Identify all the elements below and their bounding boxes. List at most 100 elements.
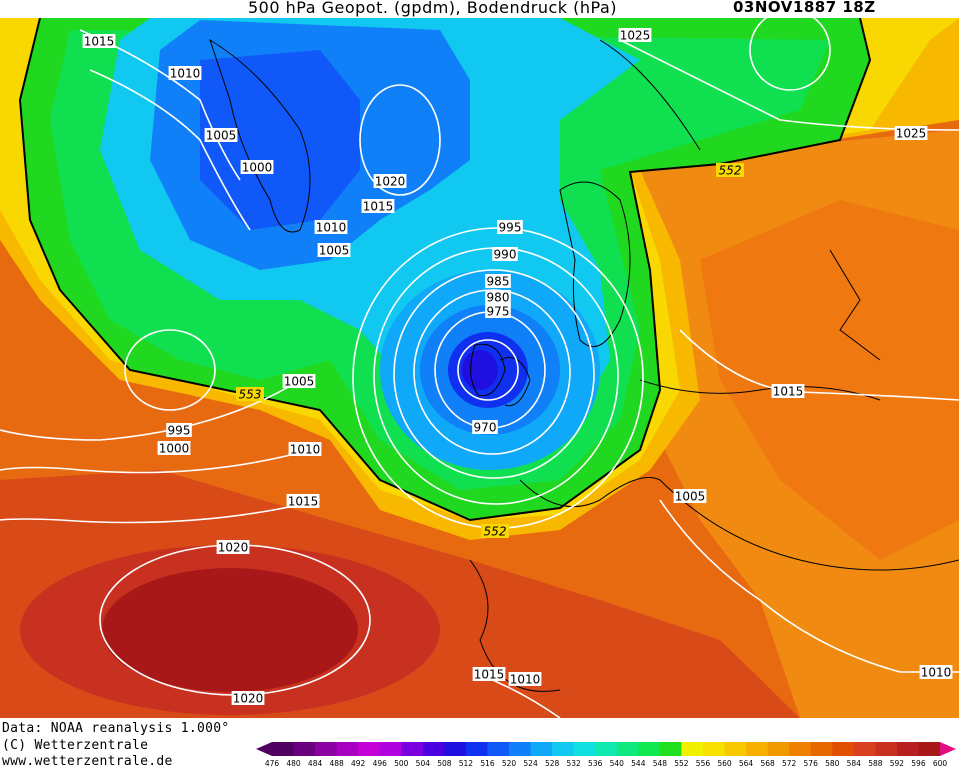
legend-swatch bbox=[465, 742, 488, 756]
svg-text:1015: 1015 bbox=[363, 200, 394, 214]
legend-swatch bbox=[401, 742, 424, 756]
isobar-label: 1015 bbox=[82, 34, 116, 49]
copyright-text: (C) Wetterzentrale bbox=[2, 738, 149, 753]
isobar-label: 995 bbox=[166, 423, 192, 438]
svg-text:1000: 1000 bbox=[159, 442, 190, 456]
legend-tick-label: 536 bbox=[588, 759, 603, 768]
legend-tick-label: 484 bbox=[308, 759, 323, 768]
legend-tick-label: 508 bbox=[437, 759, 452, 768]
legend-tick-label: 500 bbox=[394, 759, 409, 768]
legend-swatch bbox=[315, 742, 338, 756]
weather-map: 1015 1010 1005 1000 1020 1015 1010 1005 1025 1025… bbox=[0, 18, 959, 718]
legend-tick-label: 492 bbox=[351, 759, 366, 768]
svg-text:1025: 1025 bbox=[620, 29, 651, 43]
svg-text:1000: 1000 bbox=[242, 161, 273, 175]
isobar-label: 1015 bbox=[771, 384, 805, 399]
svg-text:1015: 1015 bbox=[84, 35, 115, 49]
svg-text:1020: 1020 bbox=[233, 692, 264, 706]
legend-swatch bbox=[595, 742, 618, 756]
data-source-text: Data: NOAA reanalysis 1.000° bbox=[2, 721, 230, 736]
legend-tick-label: 588 bbox=[868, 759, 883, 768]
legend-swatch bbox=[509, 742, 532, 756]
svg-text:985: 985 bbox=[487, 275, 510, 289]
isobar-label: 1010 bbox=[314, 220, 348, 235]
legend-swatch bbox=[573, 742, 596, 756]
isobar-label: 1005 bbox=[282, 374, 316, 389]
legend-swatch bbox=[681, 742, 704, 756]
isobar-label: 980 bbox=[485, 290, 511, 305]
isobar-label: 1025 bbox=[894, 126, 928, 141]
svg-text:1010: 1010 bbox=[316, 221, 347, 235]
legend-tick-label: 576 bbox=[804, 759, 819, 768]
svg-text:1005: 1005 bbox=[284, 375, 315, 389]
isobar-label: 1020 bbox=[373, 174, 407, 189]
legend-swatch bbox=[659, 742, 682, 756]
isobar-label: 1000 bbox=[240, 160, 274, 175]
legend-tick-label: 592 bbox=[890, 759, 905, 768]
svg-text:980: 980 bbox=[487, 291, 510, 305]
legend-tick-label: 556 bbox=[696, 759, 711, 768]
legend-swatch bbox=[336, 742, 359, 756]
isobar-label: 1020 bbox=[231, 691, 265, 706]
isobar-label: 995 bbox=[497, 220, 523, 235]
svg-text:552: 552 bbox=[484, 525, 507, 539]
legend-swatch bbox=[789, 742, 812, 756]
legend-swatch bbox=[875, 742, 898, 756]
legend-swatch bbox=[444, 742, 467, 756]
svg-text:975: 975 bbox=[487, 305, 510, 319]
legend-tick-label: 584 bbox=[847, 759, 862, 768]
isobar-label: 1005 bbox=[204, 128, 238, 143]
legend-swatch bbox=[810, 742, 833, 756]
legend-swatch bbox=[746, 742, 769, 756]
svg-text:995: 995 bbox=[499, 221, 522, 235]
legend-tick-label: 580 bbox=[825, 759, 840, 768]
legend-swatch bbox=[379, 742, 402, 756]
legend-tick-label: 512 bbox=[459, 759, 474, 768]
pressure-labels: 1015 1010 1005 1000 1020 1015 1010 1005 1025 1025… bbox=[82, 28, 953, 706]
legend-min-arrow bbox=[256, 742, 272, 756]
map-title: 500 hPa Geopot. (gpdm), Bodendruck (hPa) bbox=[248, 0, 618, 17]
map-datetime: 03NOV1887 18Z bbox=[733, 0, 876, 16]
svg-text:1010: 1010 bbox=[170, 67, 201, 81]
isobar-label: 1015 bbox=[361, 199, 395, 214]
isobar-label: 1005 bbox=[673, 489, 707, 504]
legend-tick-label: 516 bbox=[480, 759, 495, 768]
legend-swatch bbox=[358, 742, 381, 756]
isobar-label: 1025 bbox=[618, 28, 652, 43]
header: 500 hPa Geopot. (gpdm), Bodendruck (hPa)… bbox=[0, 0, 959, 18]
geopotential-labels: 552 553 552 bbox=[236, 163, 744, 539]
geopotential-contour-label: 553 bbox=[236, 387, 264, 402]
svg-text:1020: 1020 bbox=[218, 541, 249, 555]
legend-tick-label: 560 bbox=[717, 759, 732, 768]
svg-text:1015: 1015 bbox=[773, 385, 804, 399]
legend-tick-label: 568 bbox=[760, 759, 775, 768]
isobar-label: 1020 bbox=[216, 540, 250, 555]
legend-tick-label: 564 bbox=[739, 759, 754, 768]
isobar-label: 975 bbox=[485, 304, 511, 319]
legend-swatch bbox=[767, 742, 790, 756]
legend-swatch bbox=[724, 742, 747, 756]
legend-tick-label: 528 bbox=[545, 759, 560, 768]
svg-text:1015: 1015 bbox=[474, 668, 505, 682]
legend-swatch bbox=[422, 742, 445, 756]
svg-text:1010: 1010 bbox=[290, 443, 321, 457]
geopotential-contour-label: 552 bbox=[481, 524, 509, 539]
svg-text:1010: 1010 bbox=[510, 673, 541, 687]
legend-swatch bbox=[853, 742, 876, 756]
legend-tick-label: 532 bbox=[567, 759, 582, 768]
svg-text:970: 970 bbox=[474, 421, 497, 435]
legend-tick-label: 476 bbox=[265, 759, 280, 768]
legend-swatch bbox=[530, 742, 553, 756]
legend-tick-label: 552 bbox=[674, 759, 689, 768]
svg-text:552: 552 bbox=[719, 164, 742, 178]
isobar-label: 985 bbox=[485, 274, 511, 289]
footer: Data: NOAA reanalysis 1.000° (C) Wetterz… bbox=[0, 718, 959, 770]
legend-swatch bbox=[638, 742, 661, 756]
legend-tick-label: 488 bbox=[329, 759, 344, 768]
geopotential-contour-label: 552 bbox=[716, 163, 744, 178]
isobar-label: 1000 bbox=[157, 441, 191, 456]
legend-swatch bbox=[896, 742, 919, 756]
legend-swatch bbox=[702, 742, 726, 756]
isobar-label: 1010 bbox=[508, 672, 542, 687]
legend-swatch bbox=[832, 742, 855, 756]
